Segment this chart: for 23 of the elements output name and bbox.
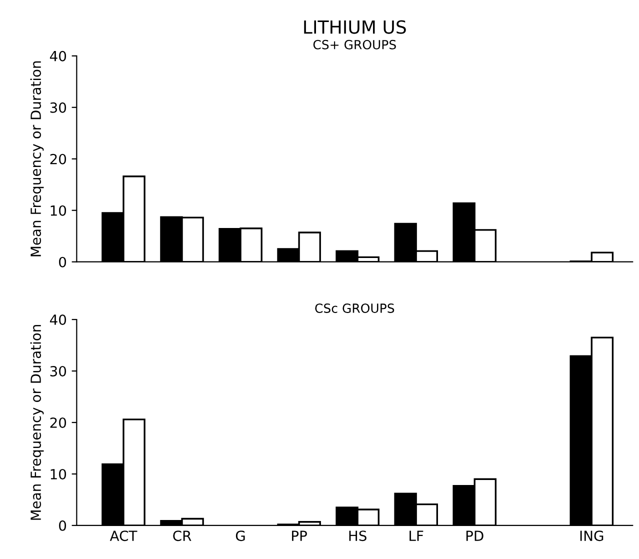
y-tick-label: 40 (50, 314, 66, 325)
x-tick-label: HS (349, 530, 366, 542)
y-axis-title: Mean Frequency or Duration (30, 61, 44, 256)
y-tick-label: 10 (50, 205, 66, 216)
y-axis-title: Mean Frequency or Duration (30, 324, 44, 520)
chart-title: LITHIUM US (304, 20, 406, 34)
y-tick-label: 40 (50, 50, 66, 62)
y-tick-label: 30 (50, 102, 66, 113)
x-tick-label: ING (580, 530, 604, 542)
x-tick-label: G (236, 530, 245, 542)
y-tick-label: 0 (59, 520, 66, 531)
x-tick-label: ACT (110, 530, 138, 542)
x-tick-label: LF (410, 530, 424, 541)
y-tick-label: 20 (50, 417, 66, 428)
x-tick-label: PP (292, 530, 307, 541)
y-tick-label: 10 (50, 468, 66, 480)
chart-subtitle: CS+ GROUPS (313, 40, 396, 50)
y-tick-label: 0 (59, 256, 66, 268)
y-tick-label: 30 (50, 366, 66, 376)
y-tick-label: 20 (50, 154, 66, 164)
x-tick-label: PD (466, 530, 484, 541)
x-tick-label: CR (173, 530, 192, 542)
chart-subtitle: CSc GROUPS (315, 304, 394, 313)
